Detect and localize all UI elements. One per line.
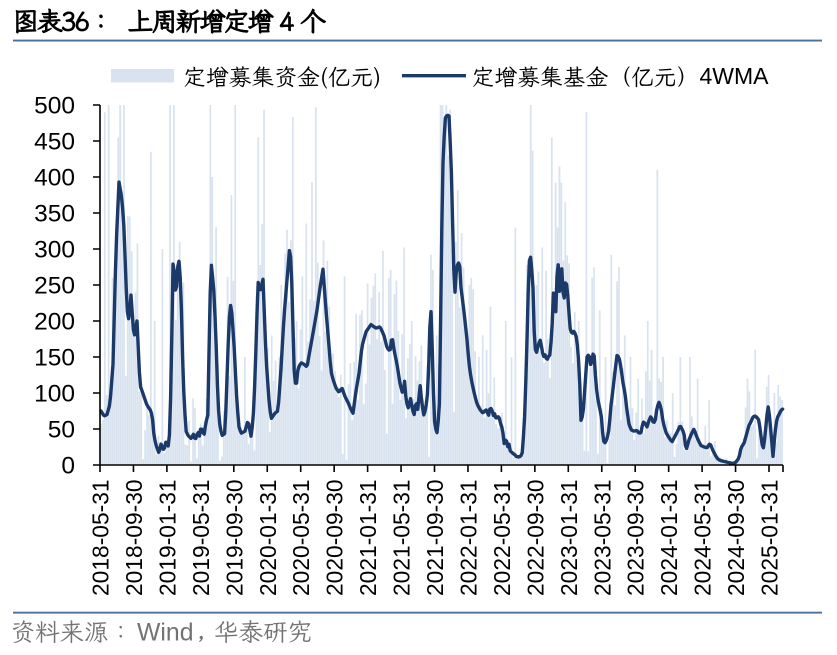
svg-text:2018-09-30: 2018-09-30	[121, 479, 147, 596]
svg-text:2024-05-31: 2024-05-31	[690, 479, 716, 596]
svg-text:2024-09-30: 2024-09-30	[723, 479, 749, 596]
svg-text:2019-01-31: 2019-01-31	[154, 479, 180, 596]
svg-text:2020-09-30: 2020-09-30	[322, 479, 348, 596]
svg-text:200: 200	[34, 309, 75, 336]
svg-text:150: 150	[34, 345, 75, 372]
svg-text:350: 350	[34, 201, 75, 228]
svg-text:2022-09-30: 2022-09-30	[522, 479, 548, 596]
svg-text:2025-01-31: 2025-01-31	[757, 479, 783, 596]
svg-text:250: 250	[34, 273, 75, 300]
svg-text:0: 0	[61, 453, 75, 480]
svg-text:4WMA: 4WMA	[700, 63, 770, 89]
svg-text:2023-05-31: 2023-05-31	[589, 479, 615, 596]
svg-text:2024-01-31: 2024-01-31	[656, 479, 682, 596]
svg-text:2021-01-31: 2021-01-31	[355, 479, 381, 596]
svg-text:100: 100	[34, 381, 75, 408]
svg-text:Wind: Wind	[137, 620, 194, 647]
svg-text:2023-01-31: 2023-01-31	[556, 479, 582, 596]
svg-text:50: 50	[48, 417, 75, 444]
svg-text:2023-09-30: 2023-09-30	[623, 479, 649, 596]
svg-text:400: 400	[34, 165, 75, 192]
svg-text:2018-05-31: 2018-05-31	[88, 479, 114, 596]
svg-text:2019-05-31: 2019-05-31	[188, 479, 214, 596]
svg-text:2022-01-31: 2022-01-31	[455, 479, 481, 596]
svg-text:2022-05-31: 2022-05-31	[489, 479, 515, 596]
svg-text:300: 300	[34, 237, 75, 264]
svg-text:450: 450	[34, 129, 75, 156]
svg-text:500: 500	[34, 93, 75, 120]
svg-text:2021-05-31: 2021-05-31	[389, 479, 415, 596]
svg-text:2021-09-30: 2021-09-30	[422, 479, 448, 596]
svg-text:2019-09-30: 2019-09-30	[221, 479, 247, 596]
svg-text:2020-05-31: 2020-05-31	[288, 479, 314, 596]
svg-text:2020-01-31: 2020-01-31	[255, 479, 281, 596]
